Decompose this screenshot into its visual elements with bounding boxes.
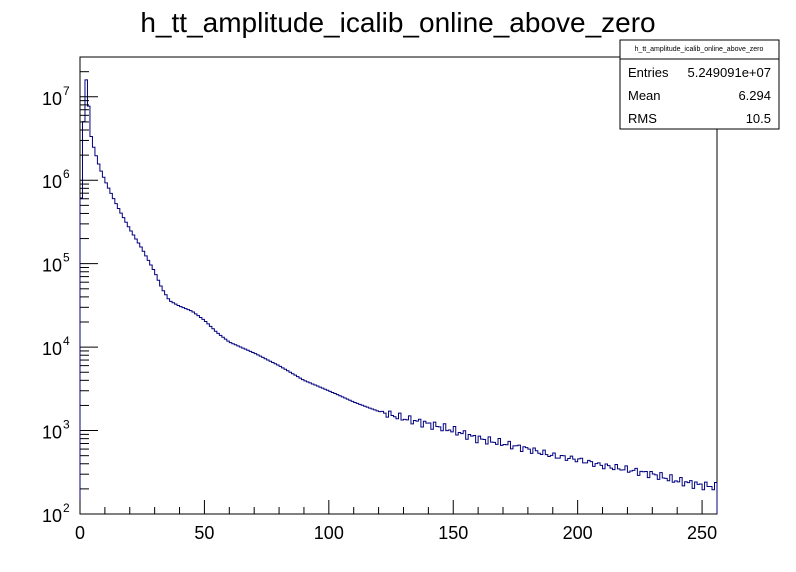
x-tick-label: 150: [438, 523, 468, 543]
stats-title: h_tt_amplitude_icalib_online_above_zero: [635, 46, 764, 53]
stats-rms-label: RMS: [628, 111, 657, 126]
y-tick-exponent: 4: [63, 334, 70, 348]
stats-rms-value: 10.5: [746, 111, 771, 126]
histogram: [79, 79, 718, 514]
y-tick-label: 10: [42, 506, 62, 526]
y-tick-exponent: 5: [63, 251, 70, 265]
x-tick-label: 0: [75, 523, 85, 543]
x-tick-label: 100: [314, 523, 344, 543]
y-tick-label: 10: [42, 339, 62, 359]
histogram-line: [79, 79, 718, 514]
chart-title: h_tt_amplitude_icalib_online_above_zero: [140, 7, 655, 38]
y-tick-exponent: 7: [63, 84, 70, 98]
y-tick-exponent: 6: [63, 167, 70, 181]
stats-entries-value: 5.249091e+07: [687, 65, 771, 80]
stats-mean-value: 6.294: [738, 88, 771, 103]
stats-entries-label: Entries: [628, 65, 669, 80]
stats-frame: [619, 39, 780, 130]
y-tick-exponent: 2: [63, 501, 70, 515]
y-tick-label: 10: [42, 423, 62, 443]
y-tick-label: 10: [42, 89, 62, 109]
x-tick-label: 250: [687, 523, 717, 543]
stats-mean-label: Mean: [628, 88, 661, 103]
y-tick-label: 10: [42, 172, 62, 192]
y-tick-exponent: 3: [63, 418, 70, 432]
y-tick-label: 10: [42, 256, 62, 276]
x-tick-label: 50: [194, 523, 214, 543]
x-tick-label: 200: [563, 523, 593, 543]
stats-box: h_tt_amplitude_icalib_online_above_zero …: [619, 39, 780, 130]
x-axis-ticks: 0 50 100 150 200 250: [75, 500, 717, 543]
